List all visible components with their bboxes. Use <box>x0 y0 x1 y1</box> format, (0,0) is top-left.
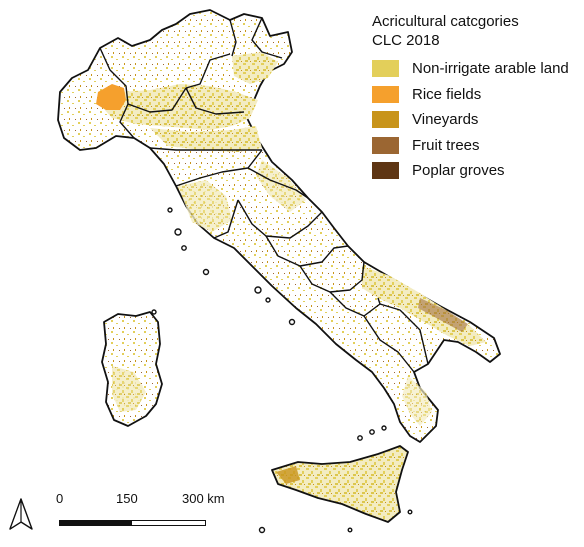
scalebar-segment-empty <box>131 520 206 526</box>
legend-item-fruit-trees: Fruit trees <box>372 133 582 159</box>
tuscany-fields <box>178 180 232 232</box>
friuli-fields <box>232 52 278 84</box>
scalebar-label-150: 150 <box>116 491 138 506</box>
small-islands <box>151 207 413 534</box>
sardinia-fields <box>112 366 146 412</box>
sicily <box>271 445 409 523</box>
region-boundaries <box>99 17 429 373</box>
legend-swatch <box>372 136 399 154</box>
legend-item-vineyards: Vineyards <box>372 107 582 133</box>
calabria-fields <box>402 376 432 426</box>
scalebar-segment-filled <box>59 520 132 526</box>
scalebar-label-0: 0 <box>56 491 64 506</box>
rice-fields <box>96 84 126 110</box>
legend-item-poplar-groves: Poplar groves <box>372 158 582 184</box>
legend-subtitle: CLC 2018 <box>372 32 440 49</box>
legend-title: Acricultural catcgories <box>372 13 519 30</box>
legend-list: Non-irrigate arable land Rice fields Vin… <box>372 56 582 184</box>
legend-label: Vineyards <box>412 111 479 129</box>
legend-label: Fruit trees <box>412 136 480 154</box>
legend: Acricultural catcgories CLC 2018 Non-irr… <box>372 12 582 184</box>
north-arrow-icon <box>8 497 34 531</box>
legend-item-rice-fields: Rice fields <box>372 82 582 108</box>
legend-label: Non-irrigate arable land <box>412 60 569 78</box>
legend-swatch <box>372 85 399 103</box>
scalebar-label-300km: 300 km <box>182 491 225 506</box>
emilia-fields <box>150 126 262 152</box>
legend-item-non-irrigated-arable: Non-irrigate arable land <box>372 56 582 82</box>
puglia-olive-band <box>418 298 468 332</box>
sicily-vineyards <box>276 466 300 484</box>
scalebar: 0 150 300 km <box>56 491 235 531</box>
legend-swatch <box>372 60 399 78</box>
legend-label: Rice fields <box>412 85 482 103</box>
marche-fields <box>256 160 306 212</box>
legend-swatch <box>372 162 399 180</box>
legend-label: Poplar groves <box>412 162 505 180</box>
legend-swatch <box>372 111 399 129</box>
po-valley-fields <box>96 84 258 130</box>
